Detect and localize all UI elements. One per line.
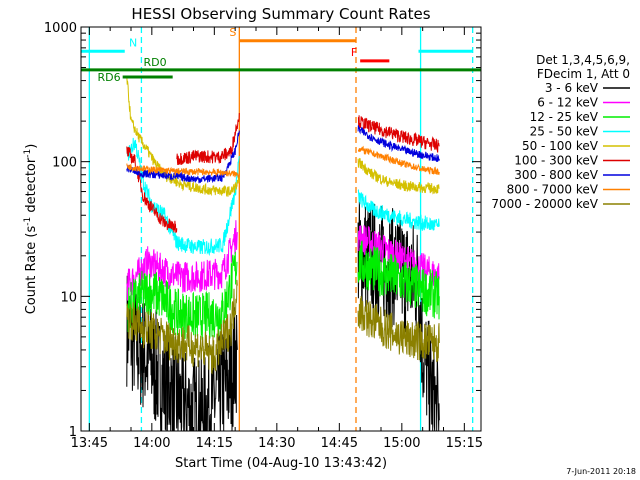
series-path (357, 188, 440, 231)
series-line (126, 125, 440, 184)
flag-label: F (351, 46, 357, 59)
series-path (357, 157, 440, 195)
y-axis: 1 10 100 1000 (44, 21, 481, 440)
series-path (126, 251, 238, 341)
y-label-part: Count Rate (s (24, 226, 39, 315)
series-path (357, 125, 440, 162)
mode-markers (88, 27, 474, 431)
legend-label: 50 - 100 keV (522, 139, 599, 153)
y-label-exp: -1 (23, 217, 33, 226)
flag-label: S (229, 26, 236, 39)
y-axis-label: Count Rate (s-1 detector-1) (23, 144, 39, 315)
series-path (126, 75, 240, 197)
x-tick-label: 14:15 (196, 436, 233, 451)
legend-label: 6 - 12 keV (537, 96, 599, 110)
legend: Det 1,3,4,5,6,9, FDecim 1, Att 0 3 - 6 k… (491, 53, 630, 211)
series-line (126, 240, 440, 341)
footer-date: 7-Jun-2011 20:18 (566, 467, 636, 476)
y-tick-label: 10 (60, 290, 77, 305)
series-line (126, 75, 440, 197)
series-path (357, 295, 440, 363)
series-line (126, 279, 440, 375)
series-path (357, 115, 440, 153)
x-axis: 13:45 14:00 14:15 14:30 14:45 15:00 15:15 (71, 27, 483, 451)
series-line (126, 145, 440, 180)
series-line (126, 112, 440, 233)
y-label-part: ) (24, 144, 39, 149)
legend-label: 25 - 50 keV (530, 125, 599, 139)
x-tick-label: 15:00 (383, 436, 420, 451)
legend-label: 300 - 800 keV (514, 168, 598, 182)
series-path (126, 146, 178, 233)
plot-frame (80, 26, 482, 432)
series-path (357, 145, 440, 176)
x-tick-label: 13:45 (71, 436, 108, 451)
legend-header: Det 1,3,4,5,6,9, (536, 53, 630, 67)
flag-label: RD0 (144, 56, 167, 69)
series-path (357, 225, 440, 289)
chart-title: HESSI Observing Summary Count Rates (131, 5, 430, 23)
y-label-exp: -1 (23, 149, 33, 158)
y-label-part: detector (24, 157, 39, 217)
y-tick-label: 1000 (44, 21, 77, 36)
series-path (176, 112, 240, 166)
flag-label: RD6 (98, 71, 121, 84)
legend-label: 12 - 25 keV (530, 110, 599, 124)
legend-label: 800 - 7000 keV (507, 183, 599, 197)
legend-label: 7000 - 20000 keV (491, 197, 598, 211)
series-path (126, 279, 238, 375)
series-group (126, 75, 440, 431)
x-axis-label: Start Time (04-Aug-10 13:43:42) (175, 456, 387, 471)
x-tick-label: 14:45 (321, 436, 358, 451)
y-tick-label: 1 (69, 425, 77, 440)
flags-group: N S F RD0 RD6 (81, 26, 481, 84)
legend-label: 3 - 6 keV (545, 81, 599, 95)
legend-header: FDecim 1, Att 0 (537, 67, 630, 81)
x-tick-label: 14:30 (258, 436, 295, 451)
series-path (126, 163, 240, 180)
series-path (126, 137, 240, 257)
x-tick-label: 15:15 (446, 436, 483, 451)
legend-label: 100 - 300 keV (514, 154, 598, 168)
series-path (357, 240, 440, 320)
flag-label: N (129, 36, 137, 49)
y-tick-label: 100 (52, 156, 77, 171)
series-path (126, 220, 238, 301)
series-line (126, 137, 440, 257)
series-line (126, 220, 440, 301)
series-path (126, 130, 240, 184)
x-tick-label: 14:00 (133, 436, 170, 451)
